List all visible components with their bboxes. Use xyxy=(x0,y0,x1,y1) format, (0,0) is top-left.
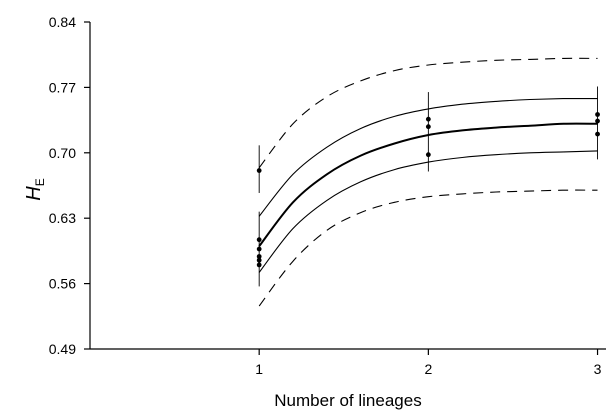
data-points xyxy=(256,112,600,268)
data-point xyxy=(595,131,600,137)
data-point xyxy=(595,118,600,124)
data-point xyxy=(595,112,600,117)
x-tick-label: 2 xyxy=(424,361,432,377)
y-axis-title: HE xyxy=(23,178,47,200)
y-tick-label: 0.70 xyxy=(49,145,76,161)
data-point xyxy=(425,124,431,130)
x-axis-title: Number of lineages xyxy=(274,391,421,410)
data-point xyxy=(256,254,262,259)
data-point xyxy=(256,168,262,173)
y-tick-label: 0.56 xyxy=(49,276,76,292)
y-tick-label: 0.63 xyxy=(49,210,76,226)
data-point xyxy=(256,237,262,243)
data-point xyxy=(256,257,262,263)
data-point xyxy=(256,262,262,268)
series-line-5 xyxy=(258,189,598,307)
y-tick-label: 0.84 xyxy=(49,14,76,30)
y-tick-label: 0.49 xyxy=(49,341,76,357)
axes: 0.49 0.56 0.63 0.70 0.77 0.84 1 2 3 xyxy=(49,14,606,377)
x-tick-label: 1 xyxy=(255,361,263,377)
y-tick-label: 0.77 xyxy=(49,79,76,95)
data-point xyxy=(425,116,431,122)
x-tick-label: 3 xyxy=(594,361,602,377)
axis-labels: Number of lineages HE xyxy=(23,178,422,410)
y-axis-title-subscript: E xyxy=(33,178,47,186)
data-point xyxy=(425,152,431,158)
series-line-4 xyxy=(258,57,598,169)
data-point xyxy=(256,246,262,252)
y-axis-title-main: H xyxy=(23,186,45,201)
